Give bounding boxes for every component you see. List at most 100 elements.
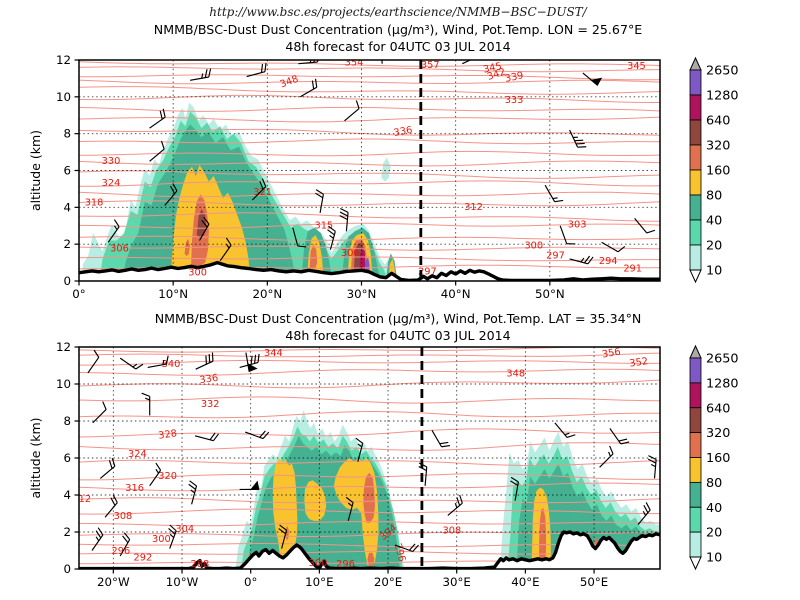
- svg-text:342: 342: [486, 67, 507, 83]
- wind-barb-icon: [107, 219, 120, 243]
- pot-temp-isolines: [79, 61, 660, 270]
- svg-text:308: 308: [114, 511, 133, 522]
- svg-text:50°N: 50°N: [535, 287, 565, 301]
- svg-text:328: 328: [158, 428, 178, 441]
- svg-text:303: 303: [568, 219, 587, 230]
- wind-barb-icon: [292, 227, 307, 248]
- dust-fill-640: [359, 247, 366, 271]
- svg-text:160: 160: [706, 451, 730, 466]
- svg-text:348: 348: [279, 74, 300, 91]
- dust-fill-160: [363, 472, 375, 523]
- colorbar: 2650 1280 640 320 160 80 40 20 10: [689, 344, 739, 571]
- wind-barb-icon: [418, 462, 428, 486]
- svg-text:4: 4: [63, 200, 71, 214]
- svg-text:357: 357: [421, 60, 440, 71]
- colorbar: 2650 1280 640 320 160 80 40 20 10: [689, 56, 739, 284]
- svg-text:0°: 0°: [244, 575, 257, 589]
- dust-fill-320: [196, 209, 207, 239]
- svg-text:0: 0: [63, 562, 71, 576]
- wind-barb-icon: [327, 225, 336, 250]
- source-url: http://www.bsc.es/projects/earthscience/…: [209, 5, 587, 19]
- wind-barb-icon: [599, 445, 614, 468]
- wind-barb-icon: [239, 480, 260, 490]
- svg-text:352: 352: [629, 356, 649, 369]
- wind-barb-icon: [141, 392, 151, 416]
- svg-text:2650: 2650: [706, 352, 739, 367]
- wind-barb-icon: [462, 60, 480, 65]
- wind-barb-icon: [447, 494, 463, 516]
- svg-text:356: 356: [601, 346, 621, 360]
- svg-text:306: 306: [110, 243, 129, 254]
- svg-text:1280: 1280: [706, 376, 739, 391]
- svg-text:312: 312: [72, 494, 91, 505]
- wind-barb-icon: [190, 68, 212, 81]
- svg-text:296: 296: [392, 542, 407, 563]
- svg-text:300: 300: [188, 267, 207, 278]
- wind-barb-icon: [582, 72, 603, 87]
- wind-barb-icon: [149, 140, 165, 162]
- svg-text:333: 333: [505, 95, 524, 106]
- svg-text:12: 12: [56, 340, 71, 354]
- svg-text:288: 288: [191, 559, 210, 570]
- svg-text:348: 348: [506, 368, 525, 379]
- wind-barb-icon: [195, 352, 214, 370]
- wind-barb-icon: [300, 78, 318, 98]
- svg-text:20°W: 20°W: [97, 575, 130, 589]
- wind-barb-icon: [315, 189, 324, 213]
- wind-barb-icon: [99, 457, 116, 479]
- wind-barb-icon: [355, 437, 364, 462]
- svg-text:318: 318: [85, 197, 104, 208]
- svg-text:324: 324: [102, 178, 121, 189]
- dust-fill-160: [539, 507, 546, 564]
- wind-barb-icon: [219, 237, 232, 262]
- svg-text:80: 80: [706, 189, 722, 204]
- svg-text:0°: 0°: [72, 287, 85, 301]
- svg-text:10: 10: [706, 551, 722, 566]
- wind-barb-icon: [149, 462, 162, 487]
- svg-text:10: 10: [706, 264, 722, 279]
- figure1-subtitle: 48h forecast for 04UTC 03 JUL 2014: [285, 39, 511, 54]
- figure2-subtitle: 48h forecast for 04UTC 03 JUL 2014: [285, 328, 511, 343]
- wind-barbs: [107, 60, 656, 265]
- svg-text:344: 344: [264, 348, 283, 359]
- colorbar-over-arrow: [689, 344, 702, 359]
- svg-text:354: 354: [345, 57, 364, 68]
- svg-text:304: 304: [175, 524, 194, 535]
- svg-text:10°W: 10°W: [166, 575, 199, 589]
- wind-barb-icon: [194, 432, 220, 442]
- grid: [79, 347, 660, 569]
- wind-barb-icon: [339, 207, 349, 232]
- svg-text:10°N: 10°N: [158, 287, 188, 301]
- terrain-profile: [79, 260, 660, 281]
- wind-barb-icon: [634, 218, 656, 234]
- svg-text:340: 340: [162, 359, 181, 370]
- colorbar-over-arrow: [689, 56, 702, 71]
- svg-text:8: 8: [63, 414, 71, 428]
- svg-text:300: 300: [309, 558, 328, 569]
- svg-text:50°E: 50°E: [580, 575, 608, 589]
- svg-text:10°E: 10°E: [305, 575, 333, 589]
- wind-barb-icon: [245, 352, 258, 373]
- wind-barb-icon: [544, 184, 564, 203]
- wind-barb-icon: [394, 543, 419, 553]
- svg-text:10: 10: [56, 90, 71, 104]
- svg-text:308: 308: [443, 526, 462, 537]
- svg-text:315: 315: [314, 220, 333, 231]
- svg-text:160: 160: [706, 164, 730, 179]
- wind-barb-icon: [164, 183, 178, 206]
- wind-barb-icon: [609, 428, 630, 445]
- svg-text:30°E: 30°E: [443, 575, 471, 589]
- svg-text:336: 336: [199, 373, 219, 386]
- dust-fill-160: [309, 244, 318, 269]
- wind-barb-icon: [345, 496, 354, 522]
- svg-text:316: 316: [125, 483, 144, 494]
- figure2-title: NMMB/BSC-Dust Dust Concentration (µg/m³)…: [154, 311, 642, 326]
- wind-barb-icon: [510, 476, 519, 501]
- wind-barb-icon: [188, 480, 198, 505]
- svg-text:294: 294: [599, 256, 618, 267]
- svg-text:291: 291: [623, 264, 642, 275]
- svg-text:12: 12: [56, 53, 71, 67]
- wind-barb-icon: [87, 349, 100, 374]
- wind-barb-icon: [601, 241, 626, 253]
